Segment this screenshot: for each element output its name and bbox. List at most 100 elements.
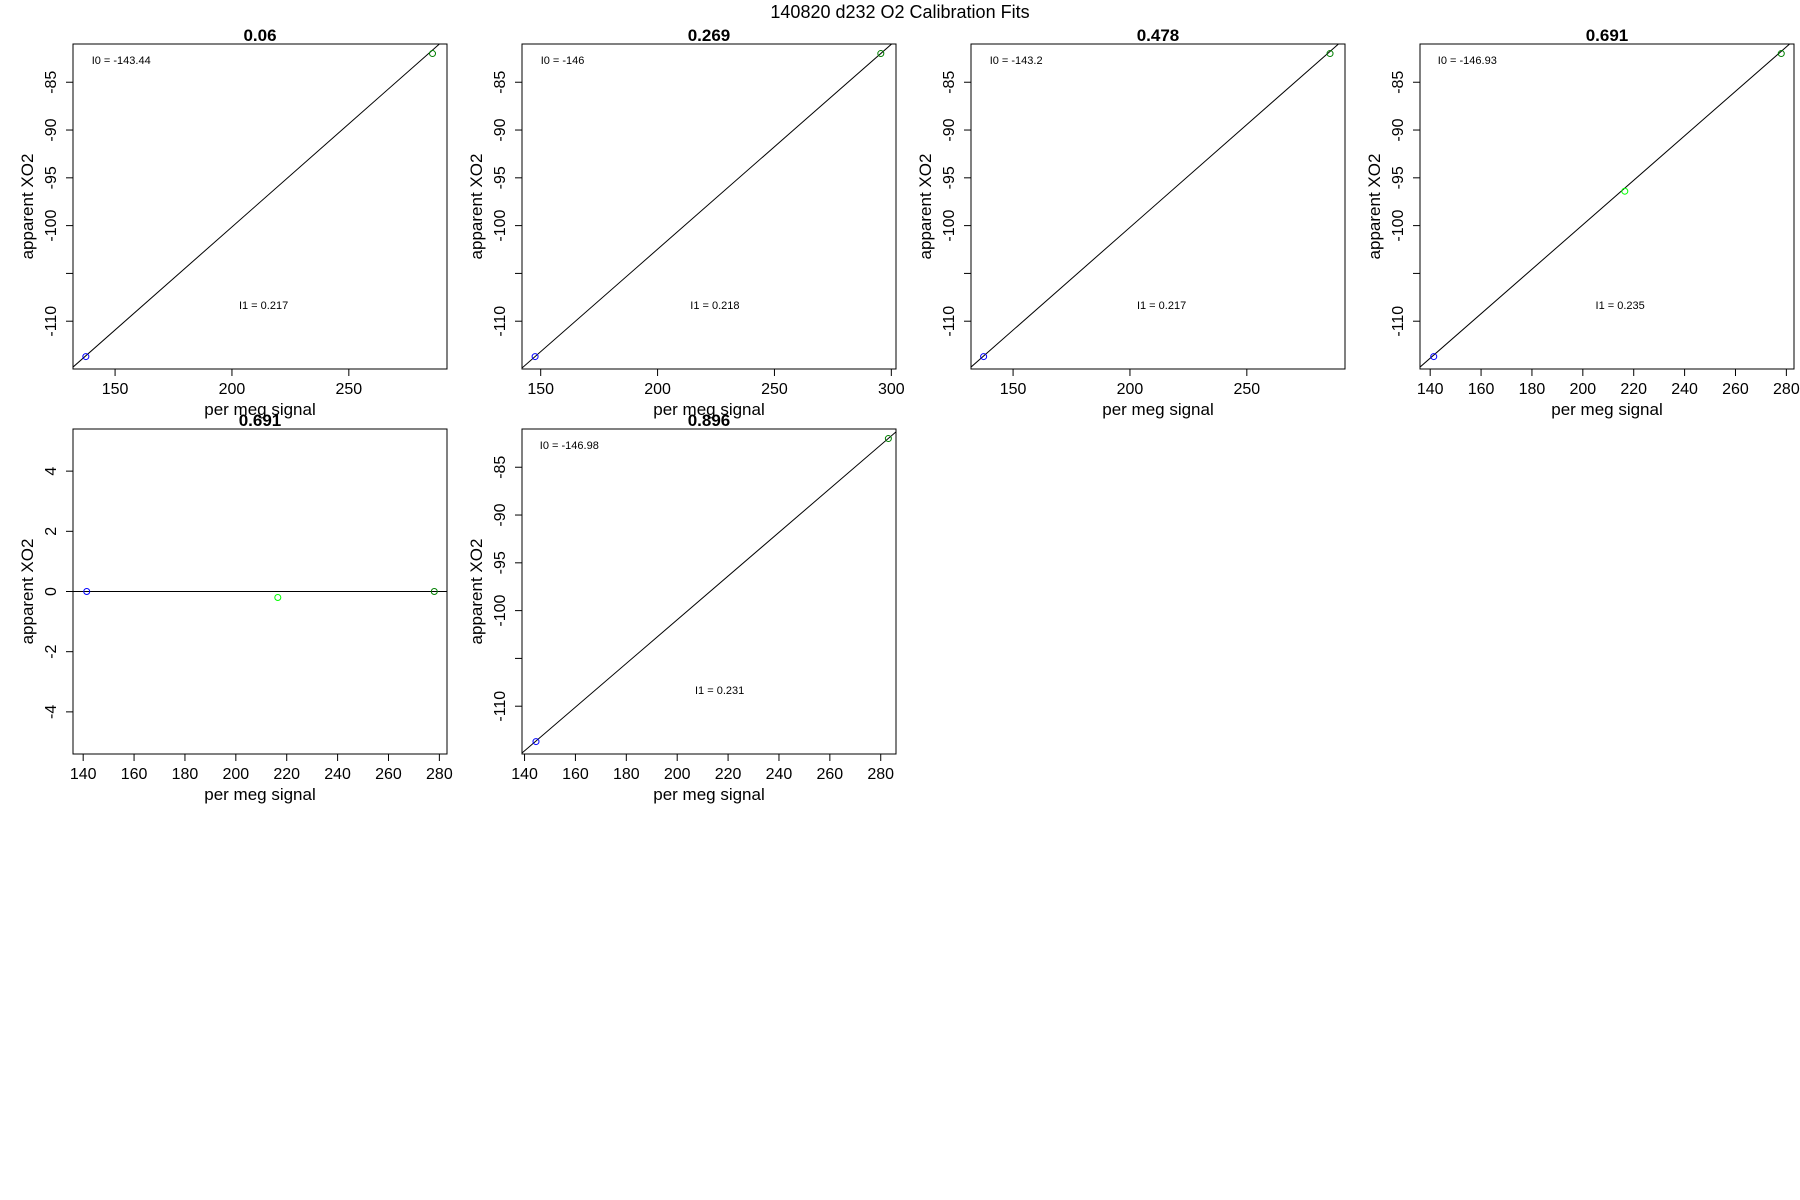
fit-line	[971, 44, 1340, 368]
plot-frame	[1419, 43, 1795, 370]
x-axis-label: per meg signal	[653, 785, 765, 804]
y-tick-label: -95	[941, 166, 958, 189]
x-tick-label: 200	[222, 766, 249, 783]
data-point	[1326, 50, 1334, 58]
y-tick-label: -90	[1390, 118, 1407, 141]
panel-6: 0.896 140 160 180 200 220 240 260 280 per meg sig…	[467, 411, 897, 804]
x-tick-label: 150	[102, 381, 129, 398]
x-tick-label: 220	[1620, 381, 1647, 398]
panel-2: 0.269 150 200 250 300 per meg signal -85 -90 -95…	[467, 26, 905, 419]
panel-title: 0.478	[1137, 26, 1180, 45]
x-tick-label: 180	[172, 766, 199, 783]
x-tick-label: 300	[878, 381, 905, 398]
x-tick-label: 240	[324, 766, 351, 783]
x-tick-label: 260	[375, 766, 402, 783]
x-axis-label: per meg signal	[1551, 400, 1663, 419]
y-tick-label: -110	[43, 306, 60, 337]
x-tick-label: 160	[562, 766, 589, 783]
panel-title: 0.269	[688, 26, 731, 45]
x-tick-label: 220	[273, 766, 300, 783]
y-tick-label: -4	[43, 705, 60, 719]
y-tick-label: -90	[492, 118, 509, 141]
x-tick-label: 220	[715, 766, 742, 783]
y-tick-label: -85	[1390, 71, 1407, 94]
data-point	[1777, 50, 1785, 58]
data-point	[980, 353, 988, 361]
x-axis-label: per meg signal	[1102, 400, 1214, 419]
panel-1: 0.06 150 200 250 per meg signal -85 -90 -95 -100…	[18, 26, 448, 419]
x-axis-label: per meg signal	[653, 400, 765, 419]
x-tick-label: 250	[335, 381, 362, 398]
y-tick-label: -110	[941, 306, 958, 337]
x-tick-label: 240	[1671, 381, 1698, 398]
x-tick-label: 150	[527, 381, 554, 398]
fit-line	[1420, 44, 1791, 368]
fit-annotation: I1 = 0.231	[695, 685, 744, 697]
x-axis-label: per meg signal	[204, 785, 316, 804]
fit-line	[522, 431, 896, 754]
y-axis-label: apparent XO2	[467, 539, 486, 645]
figure-title: 140820 d232 O2 Calibration Fits	[770, 2, 1029, 22]
data-point	[884, 435, 892, 443]
x-tick-label: 180	[613, 766, 640, 783]
y-tick-label: -100	[43, 210, 60, 242]
y-tick-label: -95	[1390, 166, 1407, 189]
y-tick-label: -100	[492, 210, 509, 242]
data-point	[531, 353, 539, 361]
y-tick-label: -90	[941, 118, 958, 141]
x-tick-label: 260	[816, 766, 843, 783]
x-tick-label: 160	[121, 766, 148, 783]
fit-annotation: I1 = 0.217	[1137, 300, 1186, 312]
plot-frame	[521, 43, 897, 370]
y-tick-label: -2	[43, 644, 60, 658]
y-tick-label: -85	[492, 71, 509, 94]
y-axis-label: apparent XO2	[467, 154, 486, 260]
y-tick-label: -90	[492, 503, 509, 526]
data-point	[83, 588, 91, 595]
y-axis-label: apparent XO2	[18, 154, 37, 260]
data-point	[429, 50, 437, 58]
y-tick-label: -100	[941, 210, 958, 242]
panel-3: 0.478 150 200 250 per meg signal -85 -90 -95 -10…	[916, 26, 1346, 419]
x-tick-label: 150	[1000, 381, 1027, 398]
x-tick-label: 250	[1233, 381, 1260, 398]
y-tick-label: 2	[43, 527, 60, 536]
x-tick-label: 160	[1468, 381, 1495, 398]
data-point	[82, 353, 90, 361]
panel-title: 0.896	[688, 411, 731, 430]
data-point	[274, 594, 282, 602]
fit-line	[73, 44, 441, 368]
y-tick-label: -95	[492, 166, 509, 189]
fit-annotation: I0 = -146.93	[1438, 55, 1497, 67]
data-point	[532, 738, 540, 746]
y-tick-label: -110	[492, 691, 509, 722]
data-point	[877, 50, 885, 58]
y-tick-label: -110	[1390, 306, 1407, 337]
y-axis-label: apparent XO2	[18, 539, 37, 645]
fit-annotation: I0 = -143.2	[990, 55, 1043, 67]
panel-title: 0.691	[1586, 26, 1629, 45]
fit-annotation: I1 = 0.217	[239, 300, 288, 312]
x-tick-label: 140	[1417, 381, 1444, 398]
y-tick-label: 0	[43, 587, 60, 596]
y-tick-label: -100	[1390, 210, 1407, 242]
x-tick-label: 140	[511, 766, 538, 783]
y-tick-label: -95	[43, 166, 60, 189]
fit-line	[522, 44, 893, 369]
panel-title: 0.691	[239, 411, 282, 430]
x-tick-label: 280	[1773, 381, 1800, 398]
fit-annotation: I1 = 0.235	[1596, 300, 1645, 312]
data-point	[1621, 187, 1629, 195]
x-tick-label: 140	[70, 766, 97, 783]
plot-frame	[970, 43, 1346, 370]
panels-container: 0.06 150 200 250 per meg signal -85 -90 -95 -100…	[18, 26, 1800, 804]
x-tick-label: 200	[1569, 381, 1596, 398]
data-point	[1430, 353, 1438, 361]
x-tick-label: 200	[1117, 381, 1144, 398]
fit-annotation: I1 = 0.218	[690, 300, 739, 312]
x-tick-label: 280	[426, 766, 453, 783]
data-point	[430, 588, 438, 595]
y-axis-label: apparent XO2	[1365, 154, 1384, 260]
panel-4: 0.691 140 160 180 200 220 240 260 280 per meg sig…	[1365, 26, 1800, 419]
